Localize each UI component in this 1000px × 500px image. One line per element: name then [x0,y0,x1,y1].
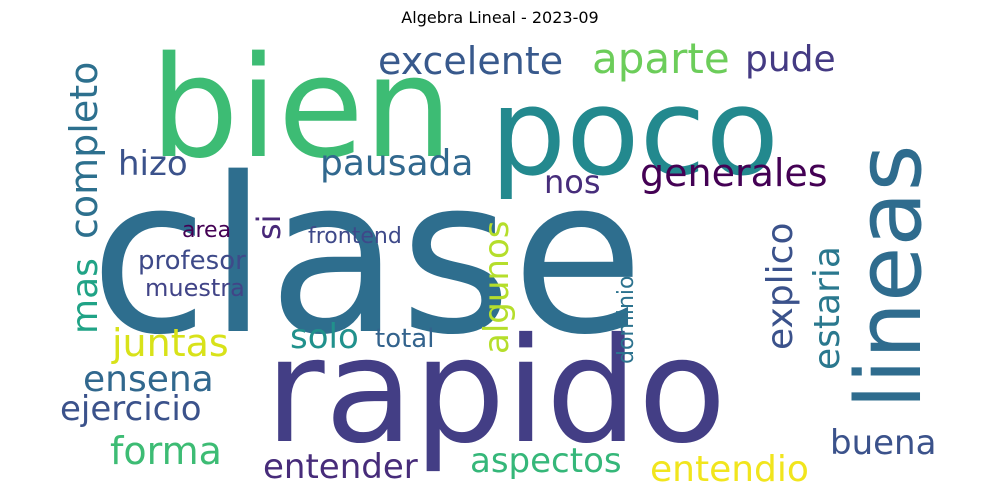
word-bien: bien [150,34,453,190]
word-pude: pude [745,39,836,80]
word-explico: explico [760,222,801,351]
word-ensena: ensena [83,359,214,400]
word-aparte: aparte [592,34,730,83]
word-juntas: juntas [112,321,229,365]
word-dominio: dominio [614,275,639,364]
word-forma: forma [110,429,222,473]
chart-title: Algebra Lineal - 2023-09 [401,8,599,27]
word-muestra: muestra [145,274,245,302]
word-frontend: frontend [308,224,402,249]
word-ejercicio: ejercicio [60,389,202,429]
word-generales: generales [640,151,828,195]
word-algunos: algunos [477,220,517,354]
word-estaria: estaria [807,246,848,370]
word-profesor: profesor [138,246,246,276]
word-nos: nos [544,163,601,201]
word-area: area [182,218,232,243]
word-solo: solo [290,317,359,357]
word-cloud: bien poco lineas clase rapido excelente … [50,34,950,485]
word-lineas: lineas [837,144,942,409]
word-entendio: entendio [650,449,809,485]
word-poco: poco [490,64,779,203]
word-aspectos: aspectos [470,441,622,481]
word-mas: mas [65,258,106,334]
word-completo: completo [62,61,106,239]
word-entender: entender [263,447,418,484]
word-pausada: pausada [320,143,474,184]
word-hizo: hizo [118,144,188,184]
word-si: si [250,214,288,240]
word-rapido: rapido [265,307,727,476]
word-excelente: excelente [378,39,564,83]
word-buena: buena [830,423,937,463]
word-total: total [375,324,435,354]
word-clase: clase [90,131,644,382]
